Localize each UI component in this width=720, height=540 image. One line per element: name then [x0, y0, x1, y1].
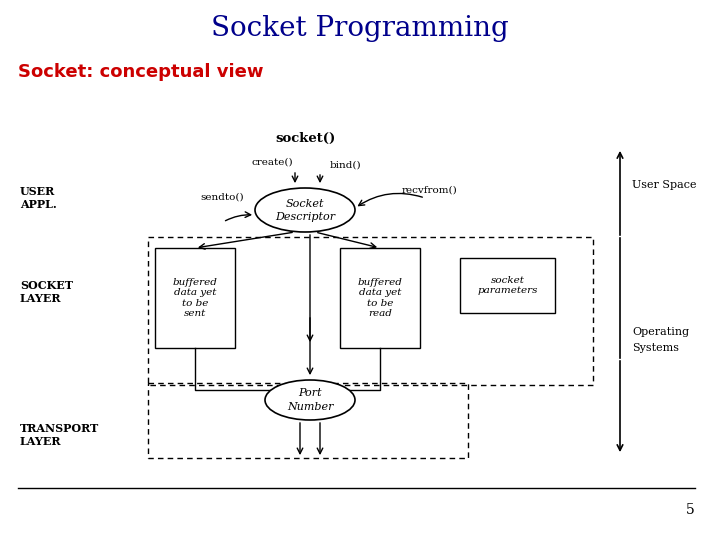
Text: 5: 5 [686, 503, 695, 517]
Ellipse shape [265, 380, 355, 420]
Text: socket(): socket() [275, 132, 335, 145]
Text: USER
APPL.: USER APPL. [20, 186, 57, 210]
Text: buffered
data yet
to be
read: buffered data yet to be read [358, 278, 402, 318]
Text: socket
parameters: socket parameters [477, 276, 538, 295]
Text: Port: Port [298, 388, 322, 398]
Bar [148, 237, 593, 385]
Text: Systems: Systems [632, 343, 679, 353]
Text: Socket: conceptual view: Socket: conceptual view [18, 63, 264, 81]
Text: Descriptor: Descriptor [275, 212, 335, 222]
Bar [460, 258, 555, 313]
Bar [148, 383, 468, 458]
Text: Number: Number [287, 402, 333, 412]
Text: SOCKET
LAYER: SOCKET LAYER [20, 280, 73, 304]
Bar [340, 248, 420, 348]
Bar [155, 248, 235, 348]
Text: bind(): bind() [329, 160, 361, 170]
Ellipse shape [255, 188, 355, 232]
Text: Operating: Operating [632, 327, 689, 337]
Text: User Space: User Space [632, 180, 696, 190]
Text: sendto(): sendto() [200, 192, 244, 201]
Text: Socket: Socket [286, 199, 324, 209]
Text: Socket Programming: Socket Programming [211, 15, 509, 42]
Text: create(): create() [251, 158, 293, 166]
Text: recvfrom(): recvfrom() [402, 186, 458, 194]
Text: buffered
data yet
to be
sent: buffered data yet to be sent [173, 278, 217, 318]
Text: TRANSPORT
LAYER: TRANSPORT LAYER [20, 423, 99, 447]
